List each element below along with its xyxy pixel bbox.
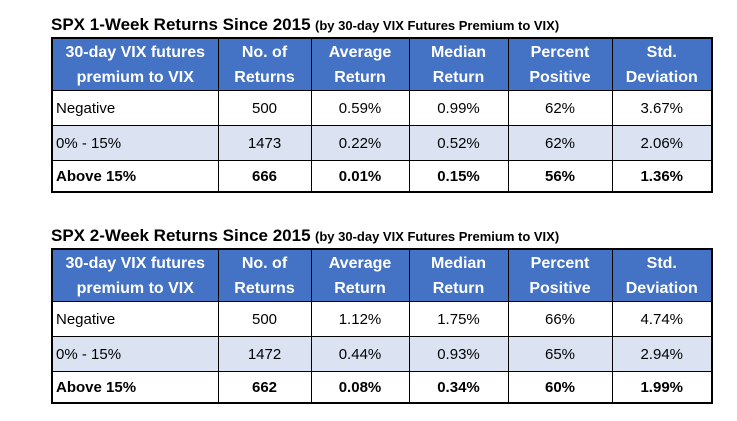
table-2-block: SPX 2-Week Returns Since 2015 (by 30-day… [51,224,713,404]
cell-count: 662 [217,371,312,404]
cell-percent-positive: 62% [507,90,613,126]
cell-count: 1472 [217,336,312,372]
table-2: 30-day VIX futures premium to VIX No. of… [51,248,713,404]
header-median: Median Return [408,248,509,302]
cell-median: 0.15% [408,160,509,193]
cell-std-dev: 2.06% [611,125,713,161]
cell-std-dev: 1.99% [611,371,713,404]
cell-count: 500 [217,90,312,126]
table-1-block: SPX 1-Week Returns Since 2015 (by 30-day… [51,13,713,193]
cell-std-dev: 4.74% [611,301,713,337]
table-1-title: SPX 1-Week Returns Since 2015 (by 30-day… [51,13,711,37]
table-row: 0% - 15% 1473 0.22% 0.52% 62% 2.06% [51,125,713,161]
cell-median: 0.34% [408,371,509,404]
cell-average: 0.08% [310,371,410,404]
table-2-title-subtitle: (by 30-day VIX Futures Premium to VIX) [315,229,560,244]
cell-percent-positive: 60% [507,371,613,404]
header-average: Average Return [310,248,410,302]
header-percent-positive: Percent Positive [507,248,613,302]
header-std-dev: Std. Deviation [611,37,713,91]
cell-percent-positive: 65% [507,336,613,372]
cell-std-dev: 3.67% [611,90,713,126]
table-1-header-row: 30-day VIX futures premium to VIX No. of… [51,37,713,91]
table-2-title: SPX 2-Week Returns Since 2015 (by 30-day… [51,224,711,248]
table-1: 30-day VIX futures premium to VIX No. of… [51,37,713,193]
header-premium: 30-day VIX futures premium to VIX [51,248,219,302]
cell-median: 0.99% [408,90,509,126]
cell-count: 500 [217,301,312,337]
header-average: Average Return [310,37,410,91]
table-row: Negative 500 0.59% 0.99% 62% 3.67% [51,90,713,126]
cell-average: 1.12% [310,301,410,337]
cell-average: 0.59% [310,90,410,126]
cell-percent-positive: 56% [507,160,613,193]
header-count: No. of Returns [217,37,312,91]
header-count: No. of Returns [217,248,312,302]
cell-std-dev: 2.94% [611,336,713,372]
cell-count: 1473 [217,125,312,161]
cell-average: 0.22% [310,125,410,161]
table-1-title-subtitle: (by 30-day VIX Futures Premium to VIX) [315,18,560,33]
row-label: Negative [51,90,219,126]
table-1-title-main: SPX 1-Week Returns Since 2015 [51,15,311,34]
table-row: Above 15% 662 0.08% 0.34% 60% 1.99% [51,371,713,404]
cell-median: 0.52% [408,125,509,161]
cell-std-dev: 1.36% [611,160,713,193]
cell-average: 0.44% [310,336,410,372]
cell-average: 0.01% [310,160,410,193]
header-median: Median Return [408,37,509,91]
table-2-title-main: SPX 2-Week Returns Since 2015 [51,226,311,245]
cell-count: 666 [217,160,312,193]
row-label: Above 15% [51,371,219,404]
table-row: Negative 500 1.12% 1.75% 66% 4.74% [51,301,713,337]
row-label: 0% - 15% [51,336,219,372]
row-label: 0% - 15% [51,125,219,161]
header-premium: 30-day VIX futures premium to VIX [51,37,219,91]
table-row: 0% - 15% 1472 0.44% 0.93% 65% 2.94% [51,336,713,372]
cell-percent-positive: 62% [507,125,613,161]
table-row: Above 15% 666 0.01% 0.15% 56% 1.36% [51,160,713,193]
row-label: Above 15% [51,160,219,193]
cell-median: 1.75% [408,301,509,337]
header-percent-positive: Percent Positive [507,37,613,91]
row-label: Negative [51,301,219,337]
header-std-dev: Std. Deviation [611,248,713,302]
cell-median: 0.93% [408,336,509,372]
cell-percent-positive: 66% [507,301,613,337]
table-2-header-row: 30-day VIX futures premium to VIX No. of… [51,248,713,302]
